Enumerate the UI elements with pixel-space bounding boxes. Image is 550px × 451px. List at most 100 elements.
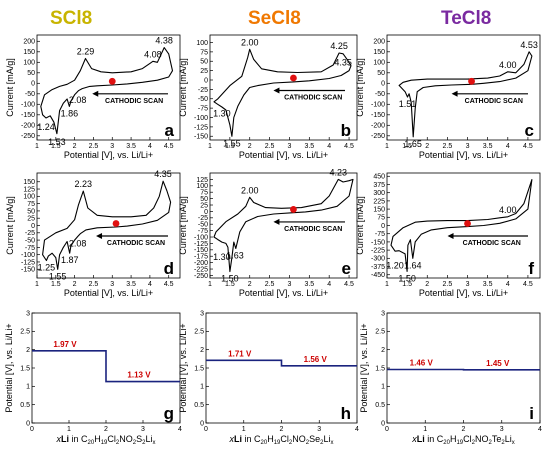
x-tick-label: 4.5: [523, 281, 533, 288]
panel-e: 1 1.5 2 2.5 3 3.5 4 4.5-250-225-200-175-150-125…: [178, 167, 358, 298]
scan-arrowhead: [273, 87, 280, 94]
start-marker: [468, 77, 475, 85]
x-label-part: 20: [261, 440, 268, 446]
x-tick-label: 1: [35, 143, 39, 150]
x-label-part: NO: [292, 434, 306, 444]
x-label-part: 2: [501, 440, 505, 446]
peak-label: 4.00: [499, 205, 517, 215]
y-tick-label: 25: [200, 68, 208, 75]
y-tick-label: 2.5: [20, 329, 30, 336]
x-label-part: Li: [417, 434, 425, 444]
y-tick-label: -250: [194, 273, 208, 280]
peak-label: 1.30: [213, 108, 231, 118]
x-label-part: x: [229, 434, 235, 444]
y-tick-label: -100: [21, 102, 35, 109]
x-label-part: Te: [492, 434, 502, 444]
x-label-part: in C: [242, 434, 261, 444]
x-tick-label: 4.5: [164, 281, 174, 288]
peak-label: 1.86: [61, 108, 79, 118]
scan-label: CATHODIC SCAN: [284, 226, 342, 233]
y-tick-label: 25: [27, 216, 35, 223]
voltage-label: 1.46 V: [410, 358, 434, 367]
x-tick-label: 3: [500, 426, 504, 433]
x-label-part: 19: [274, 440, 281, 446]
column-header: TeCl8: [441, 8, 491, 29]
scan-label: CATHODIC SCAN: [465, 98, 523, 105]
x-tick-label: 1: [242, 426, 246, 433]
x-tick-label: 1.5: [225, 143, 235, 150]
x-label-part: 20: [443, 440, 450, 446]
x-tick-label: 2: [73, 143, 77, 150]
y-tick-label: -175: [194, 254, 208, 261]
x-tick-label: 1: [67, 426, 71, 433]
cv-curve: [40, 47, 174, 135]
x-label-part: Li: [323, 434, 330, 444]
y-tick-label: -75: [198, 106, 208, 113]
x-tick-label: 0: [30, 426, 34, 433]
panel-f: 1 1.5 2 2.5 3 3.5 4 4.5 -450-375-300-225 -150-750…: [355, 172, 541, 298]
y-tick-label: -250: [21, 133, 35, 140]
y-tick-label: 1.5: [20, 365, 30, 372]
y-tick-label: -100: [194, 234, 208, 241]
x-label-part: x: [330, 440, 333, 446]
start-marker: [464, 220, 471, 227]
x-label-part: x: [56, 434, 62, 444]
y-tick-label: 0.5: [20, 402, 30, 409]
plot-frame: [36, 34, 181, 141]
peak-label: 1.55: [223, 138, 241, 148]
y-tick-label: 50: [377, 70, 385, 77]
y-tick-label: -25: [25, 230, 35, 237]
voltage-label: 1.56 V: [304, 355, 328, 364]
peak-label: 1.20: [386, 260, 404, 270]
panel-b: 1 1.5 2 2.5 3 3.5 4 4.5 -150 -125 -100 -75 -50 -25 0 25…: [178, 34, 358, 160]
y-tick-label: 0: [381, 81, 385, 88]
y-tick-label: -200: [371, 123, 385, 130]
voltage-label: 1.13 V: [127, 371, 151, 380]
y-tick-label: 1.5: [375, 365, 385, 372]
panel-letter: h: [341, 404, 351, 423]
x-tick-label: 2: [425, 281, 429, 288]
x-axis-label: Potential [V], vs. Li/Li+: [64, 150, 153, 160]
x-tick-label: 1: [385, 143, 389, 150]
y-tick-label: 75: [200, 190, 208, 197]
y-tick-label: 1: [381, 384, 385, 391]
scan-label: CATHODIC SCAN: [284, 95, 342, 102]
y-tick-label: 50: [27, 70, 35, 77]
y-tick-label: 3: [26, 310, 30, 317]
y-axis-label: Current [mA/g]: [178, 58, 188, 117]
panel-letter: i: [529, 404, 534, 423]
column-header: SeCl8: [248, 8, 301, 29]
x-tick-label: 4: [327, 281, 331, 288]
voltage-profile: [206, 359, 357, 367]
x-tick-label: 0: [385, 426, 389, 433]
x-tick-label: 4: [148, 281, 152, 288]
y-tick-label: 75: [200, 49, 208, 56]
y-tick-label: -125: [194, 124, 208, 131]
y-tick-label: 0: [381, 420, 385, 427]
x-label-part: 2: [306, 440, 310, 446]
y-tick-label: -150: [21, 112, 35, 119]
y-axis-label: Potential [V], vs. Li/Li+: [359, 323, 369, 412]
y-tick-label: 50: [200, 59, 208, 66]
y-tick-label: 200: [23, 39, 35, 46]
plot-frame: [205, 312, 358, 424]
y-tick-label: 200: [373, 39, 385, 46]
peak-label: 1.64: [404, 260, 422, 270]
scan-arrowhead: [451, 90, 458, 97]
y-tick-label: 100: [196, 40, 208, 47]
y-tick-label: 1.5: [194, 365, 204, 372]
peak-label: 2.23: [75, 179, 93, 189]
x-axis-label: Potential [V], vs. Li/Li+: [419, 150, 508, 160]
x-tick-label: 3.5: [304, 143, 314, 150]
peak-label: 4.08: [144, 49, 162, 59]
x-axis-label: Potential [V], vs. Li/Li+: [239, 288, 328, 298]
x-tick-label: 0: [204, 426, 208, 433]
y-tick-label: -50: [375, 91, 385, 98]
x-tick-label: 1.5: [51, 281, 61, 288]
x-axis-label: xLi in C20H19Cl2NO2Se2Lix: [229, 434, 334, 446]
x-axis-label: Potential [V], vs. Li/Li+: [239, 150, 328, 160]
x-label-part: Li: [145, 434, 152, 444]
x-tick-label: 2: [248, 143, 252, 150]
y-tick-label: -50: [25, 237, 35, 244]
x-label-part: NO: [119, 434, 133, 444]
